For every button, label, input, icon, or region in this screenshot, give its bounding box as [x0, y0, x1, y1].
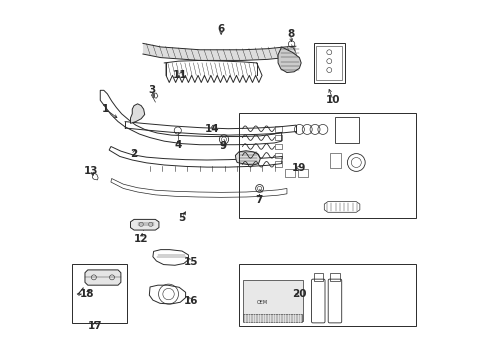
FancyBboxPatch shape [242, 315, 302, 322]
Text: 5: 5 [178, 213, 185, 223]
Text: 15: 15 [183, 257, 198, 267]
Text: 1: 1 [102, 104, 109, 114]
Polygon shape [130, 220, 159, 230]
Polygon shape [130, 104, 144, 124]
Polygon shape [277, 47, 301, 72]
Text: 4: 4 [174, 140, 182, 150]
PathPatch shape [143, 43, 295, 60]
Text: 7: 7 [254, 195, 262, 205]
Text: 9: 9 [219, 141, 226, 151]
Text: 3: 3 [148, 85, 155, 95]
Text: 18: 18 [79, 289, 94, 299]
Text: 11: 11 [173, 70, 187, 80]
Text: OEM: OEM [256, 300, 267, 305]
Text: 17: 17 [88, 321, 102, 331]
Text: 20: 20 [291, 289, 306, 299]
Text: 8: 8 [287, 30, 293, 40]
Text: 19: 19 [291, 163, 306, 173]
Text: 6: 6 [217, 24, 224, 34]
Text: 16: 16 [183, 296, 198, 306]
Text: 12: 12 [134, 234, 148, 244]
Text: 13: 13 [84, 166, 98, 176]
Text: 2: 2 [130, 149, 137, 159]
FancyBboxPatch shape [242, 280, 302, 321]
Text: 14: 14 [205, 124, 219, 134]
Text: 10: 10 [325, 95, 340, 105]
Polygon shape [85, 270, 121, 285]
Polygon shape [235, 151, 260, 165]
